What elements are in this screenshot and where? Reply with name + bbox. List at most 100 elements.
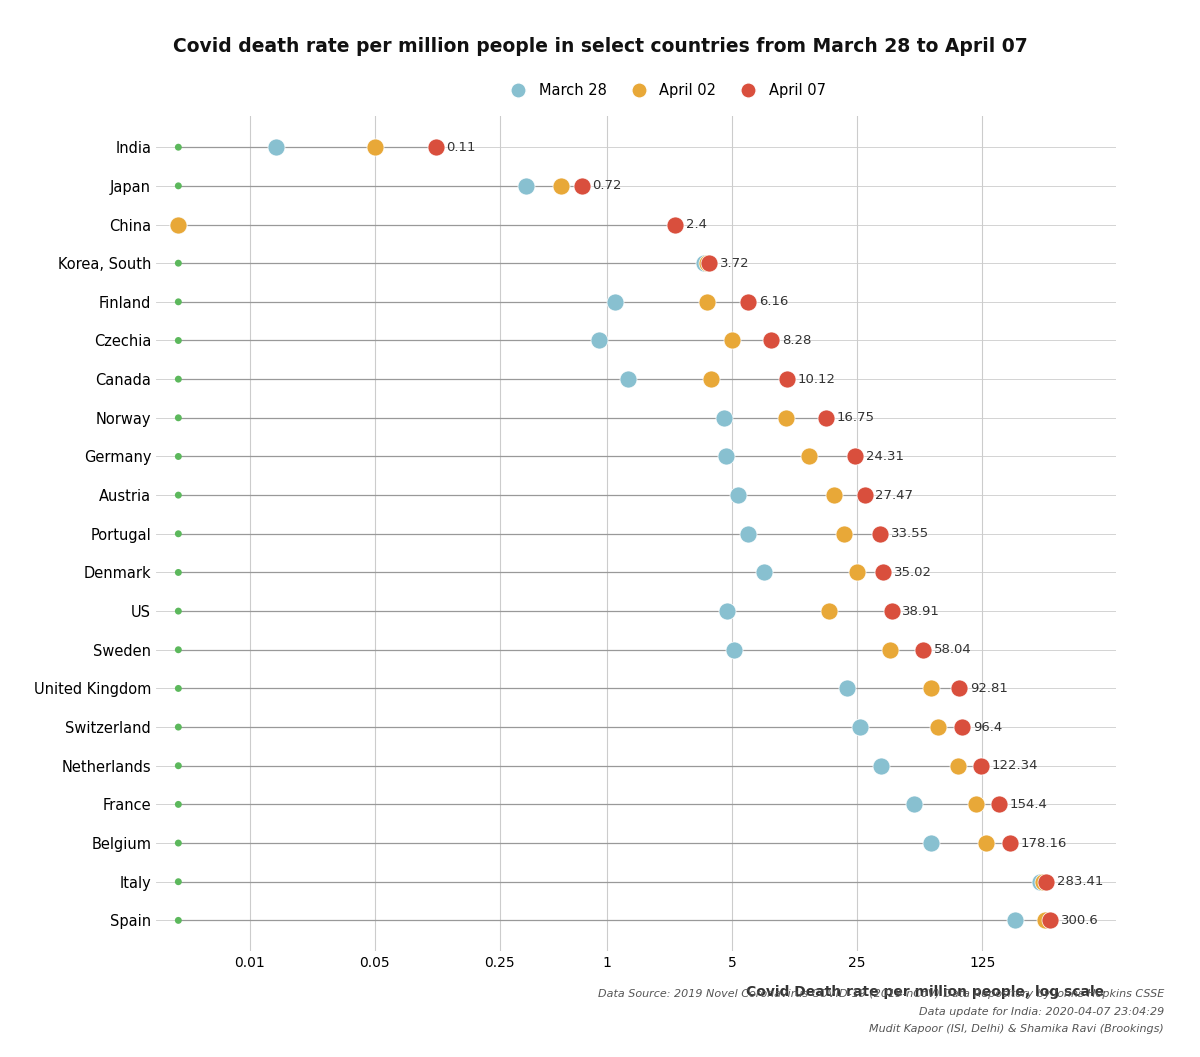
Point bbox=[169, 525, 188, 542]
Point bbox=[714, 409, 733, 426]
Point bbox=[913, 642, 932, 659]
Point bbox=[169, 486, 188, 503]
Point bbox=[762, 332, 781, 349]
Point bbox=[169, 138, 188, 155]
Text: 154.4: 154.4 bbox=[1009, 798, 1048, 811]
Point bbox=[754, 564, 773, 581]
Text: 35.02: 35.02 bbox=[894, 565, 932, 579]
Text: 122.34: 122.34 bbox=[991, 759, 1038, 773]
Point bbox=[169, 294, 188, 311]
Point bbox=[851, 719, 870, 736]
Point bbox=[778, 371, 797, 388]
Point bbox=[169, 216, 188, 233]
Text: 8.28: 8.28 bbox=[782, 334, 811, 347]
Point bbox=[618, 371, 637, 388]
Point bbox=[834, 525, 853, 542]
Point bbox=[605, 294, 624, 311]
Point bbox=[977, 835, 996, 852]
Point bbox=[169, 873, 188, 890]
Point bbox=[589, 332, 608, 349]
Point bbox=[169, 796, 188, 813]
Point bbox=[697, 255, 716, 272]
Text: 27.47: 27.47 bbox=[875, 488, 913, 502]
Point bbox=[1000, 835, 1019, 852]
Text: 6.16: 6.16 bbox=[760, 295, 788, 309]
Legend: March 28, April 02, April 07: March 28, April 02, April 07 bbox=[498, 77, 832, 105]
Text: Mudit Kapoor (ISI, Delhi) & Shamika Ravi (Brookings): Mudit Kapoor (ISI, Delhi) & Shamika Ravi… bbox=[869, 1024, 1164, 1034]
Text: 33.55: 33.55 bbox=[890, 527, 929, 540]
Text: 10.12: 10.12 bbox=[798, 373, 836, 386]
Point bbox=[854, 486, 874, 503]
Text: 0.72: 0.72 bbox=[593, 180, 622, 192]
Point bbox=[739, 294, 758, 311]
Point bbox=[426, 138, 445, 155]
Point bbox=[799, 448, 818, 465]
Point bbox=[169, 835, 188, 852]
Point bbox=[816, 409, 835, 426]
Point bbox=[169, 757, 188, 774]
Point bbox=[722, 332, 742, 349]
Point bbox=[169, 409, 188, 426]
Text: 0.11: 0.11 bbox=[446, 141, 476, 153]
Point bbox=[697, 294, 716, 311]
Point bbox=[169, 680, 188, 697]
Point bbox=[718, 602, 737, 619]
Point bbox=[169, 216, 188, 233]
Point bbox=[949, 680, 968, 697]
Point bbox=[922, 680, 941, 697]
Text: 96.4: 96.4 bbox=[973, 721, 1002, 734]
Point bbox=[971, 757, 990, 774]
Point bbox=[551, 178, 570, 194]
Point bbox=[169, 564, 188, 581]
Point bbox=[966, 796, 985, 813]
Point bbox=[716, 448, 736, 465]
Point bbox=[169, 719, 188, 736]
Point bbox=[989, 796, 1008, 813]
Point bbox=[953, 719, 972, 736]
Text: 92.81: 92.81 bbox=[970, 682, 1008, 694]
Point bbox=[695, 255, 714, 272]
Point bbox=[666, 216, 685, 233]
Point bbox=[169, 332, 188, 349]
Point bbox=[169, 602, 188, 619]
Text: 300.6: 300.6 bbox=[1061, 914, 1099, 927]
Text: 58.04: 58.04 bbox=[934, 644, 971, 656]
Point bbox=[169, 448, 188, 465]
Point bbox=[700, 255, 719, 272]
Point bbox=[874, 564, 893, 581]
Point bbox=[776, 409, 796, 426]
Point bbox=[169, 371, 188, 388]
Point bbox=[1036, 912, 1055, 929]
Text: 2.4: 2.4 bbox=[686, 218, 707, 231]
Point bbox=[870, 525, 889, 542]
Point bbox=[905, 796, 924, 813]
Text: 38.91: 38.91 bbox=[902, 605, 941, 617]
Point bbox=[1034, 873, 1054, 890]
Point bbox=[949, 757, 968, 774]
Point bbox=[1006, 912, 1025, 929]
Point bbox=[169, 255, 188, 272]
Point bbox=[1036, 873, 1055, 890]
Point bbox=[701, 371, 720, 388]
Text: Data Source: 2019 Novel Coronavirus COVID-19 (2019-nCoV) Data Repository by John: Data Source: 2019 Novel Coronavirus COVI… bbox=[598, 989, 1164, 999]
Point bbox=[728, 486, 748, 503]
Point bbox=[882, 602, 901, 619]
Point bbox=[266, 138, 286, 155]
Point bbox=[365, 138, 384, 155]
Text: 178.16: 178.16 bbox=[1020, 836, 1067, 850]
Point bbox=[169, 912, 188, 929]
Point bbox=[838, 680, 857, 697]
Point bbox=[824, 486, 844, 503]
Point bbox=[169, 216, 188, 233]
Text: Covid Death rate per million people, log scale: Covid Death rate per million people, log… bbox=[746, 985, 1104, 999]
Text: Covid death rate per million people in select countries from March 28 to April 0: Covid death rate per million people in s… bbox=[173, 37, 1027, 56]
Point bbox=[516, 178, 535, 194]
Point bbox=[820, 602, 839, 619]
Point bbox=[1040, 912, 1060, 929]
Text: 283.41: 283.41 bbox=[1057, 875, 1103, 888]
Point bbox=[724, 642, 743, 659]
Point bbox=[738, 525, 757, 542]
Point bbox=[922, 835, 941, 852]
Point bbox=[847, 564, 866, 581]
Point bbox=[572, 178, 592, 194]
